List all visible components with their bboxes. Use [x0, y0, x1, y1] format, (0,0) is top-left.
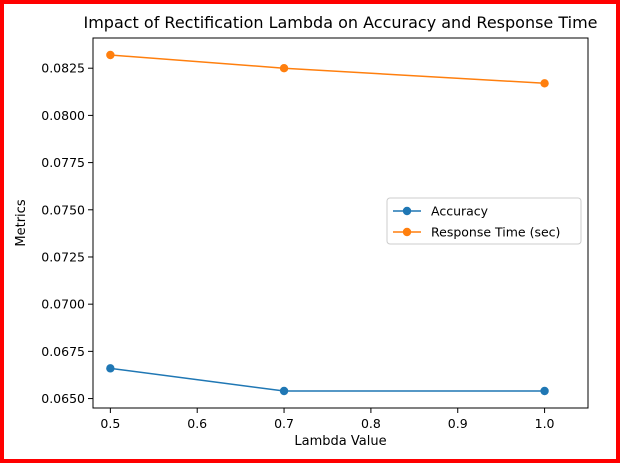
x-tick-label: 1.0	[535, 416, 555, 431]
data-point	[279, 64, 289, 73]
series-line-2	[110, 54, 545, 85]
series-line-1	[110, 367, 545, 392]
legend-swatch-marker	[402, 227, 412, 237]
x-tick-label: 0.8	[361, 416, 381, 431]
data-point	[279, 386, 289, 396]
legend: Accuracy Response Time (sec)	[386, 197, 582, 245]
y-tick-label: 0.0725	[41, 249, 85, 264]
data-point	[540, 386, 549, 396]
y-axis: 0.0650 0.0675 0.0700 0.0725 0.0750 0.0775 0.08…	[41, 61, 93, 406]
series-layer	[106, 50, 549, 396]
data-point	[540, 79, 549, 88]
legend-swatch-marker	[402, 206, 412, 216]
x-axis-label: Lambda Value	[294, 434, 386, 449]
x-tick-label: 0.9	[448, 416, 468, 431]
data-point	[106, 364, 115, 373]
y-tick-label: 0.0700	[41, 297, 85, 312]
legend-label: Accuracy	[431, 204, 489, 219]
x-tick-label: 0.6	[187, 416, 207, 431]
y-tick-label: 0.0825	[41, 61, 85, 76]
chart-title: Impact of Rectification Lambda on Accura…	[83, 13, 597, 32]
y-tick-label: 0.0650	[41, 391, 85, 406]
y-tick-label: 0.0675	[41, 344, 85, 359]
y-tick-label: 0.0775	[41, 155, 85, 170]
x-tick-label: 0.5	[100, 416, 120, 431]
legend-label: Response Time (sec)	[431, 225, 560, 240]
x-axis: 0.5 0.6 0.7 0.8 0.9 1.0	[100, 408, 555, 431]
plot-area	[92, 37, 589, 409]
y-tick-label: 0.0750	[41, 202, 85, 217]
x-tick-label: 0.7	[274, 416, 294, 431]
legend-box	[386, 197, 582, 245]
y-tick-label: 0.0800	[41, 108, 85, 123]
y-axis-label: Metrics	[14, 199, 29, 246]
data-point	[106, 50, 115, 60]
